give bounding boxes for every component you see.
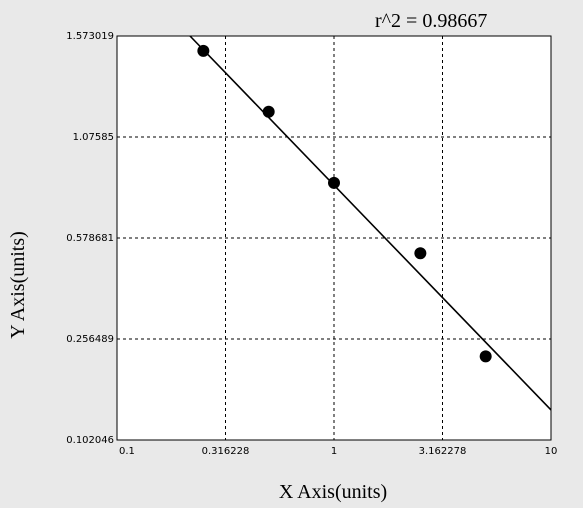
y-tick-label: 1.07585 xyxy=(73,132,114,143)
data-point xyxy=(414,247,427,260)
y-tick-label: 0.256489 xyxy=(66,334,114,345)
y-tick-label: 0.578681 xyxy=(66,233,114,244)
x-tick-label: 1 xyxy=(331,446,337,457)
y-tick-label: 0.102046 xyxy=(66,435,114,446)
data-point xyxy=(479,350,492,363)
x-tick-label: 0.1 xyxy=(119,446,135,457)
y-axis-label: Y Axis(units) xyxy=(7,231,29,339)
grid xyxy=(116,35,552,441)
x-tick-label: 10 xyxy=(545,446,558,457)
y-tick-label: 1.573019 xyxy=(66,31,114,42)
x-tick-label: 3.162278 xyxy=(419,446,467,457)
x-tick-label: 0.316228 xyxy=(202,446,250,457)
data-point xyxy=(328,176,340,189)
data-point xyxy=(197,44,210,57)
fit-line xyxy=(189,35,552,411)
data-point xyxy=(262,105,275,118)
x-axis-label: X Axis(units) xyxy=(279,481,387,503)
annotation: r^2 = 0.98667 xyxy=(375,10,487,32)
marks xyxy=(189,35,552,411)
